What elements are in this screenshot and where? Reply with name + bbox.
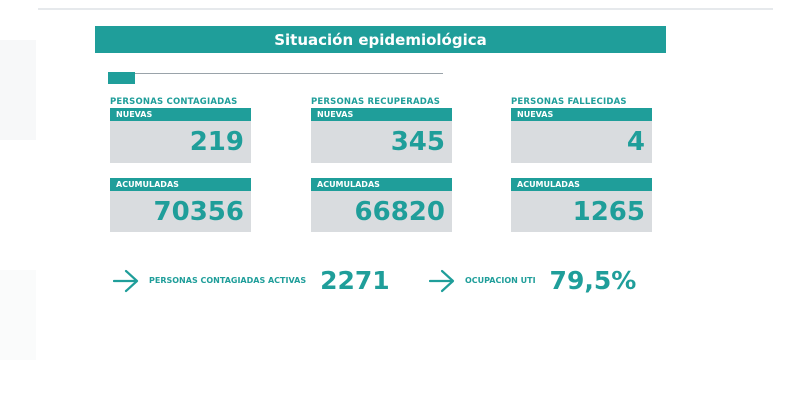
section-title-bar: Situación epidemiológica bbox=[95, 26, 666, 53]
card-label: NUEVAS bbox=[511, 108, 652, 121]
activas-value: 2271 bbox=[320, 266, 390, 295]
card-value: 66820 bbox=[311, 191, 452, 232]
section-title: Situación epidemiológica bbox=[274, 30, 487, 49]
group-recuperadas: PERSONAS RECUPERADAS NUEVAS 345 ACUMULAD… bbox=[311, 97, 452, 247]
card-acumuladas: ACUMULADAS 66820 bbox=[311, 178, 452, 232]
card-label: NUEVAS bbox=[110, 108, 251, 121]
uti-value: 79,5% bbox=[549, 266, 637, 295]
card-label: ACUMULADAS bbox=[511, 178, 652, 191]
card-nuevas: NUEVAS 219 bbox=[110, 108, 251, 163]
card-value: 1265 bbox=[511, 191, 652, 232]
card-value: 219 bbox=[110, 121, 251, 163]
card-acumuladas: ACUMULADAS 70356 bbox=[110, 178, 251, 232]
accent-block bbox=[108, 72, 135, 84]
card-value: 70356 bbox=[110, 191, 251, 232]
arrow-right-icon bbox=[113, 269, 139, 292]
background-panel-lower bbox=[0, 270, 36, 360]
group-fallecidas: PERSONAS FALLECIDAS NUEVAS 4 ACUMULADAS … bbox=[511, 97, 652, 247]
card-label: NUEVAS bbox=[311, 108, 452, 121]
uti-label: OCUPACION UTI bbox=[465, 276, 536, 285]
accent-divider bbox=[135, 73, 443, 74]
group-contagiadas: PERSONAS CONTAGIADAS NUEVAS 219 ACUMULAD… bbox=[110, 97, 251, 247]
card-acumuladas: ACUMULADAS 1265 bbox=[511, 178, 652, 232]
summary-activas: PERSONAS CONTAGIADAS ACTIVAS 2271 bbox=[113, 266, 390, 295]
group-title: PERSONAS RECUPERADAS bbox=[311, 97, 441, 107]
arrow-right-icon bbox=[429, 269, 455, 292]
group-title: PERSONAS CONTAGIADAS bbox=[110, 97, 238, 107]
card-value: 4 bbox=[511, 121, 652, 163]
top-divider bbox=[38, 8, 773, 10]
summary-uti: OCUPACION UTI 79,5% bbox=[429, 266, 636, 295]
card-nuevas: NUEVAS 4 bbox=[511, 108, 652, 163]
card-label: ACUMULADAS bbox=[110, 178, 251, 191]
group-title: PERSONAS FALLECIDAS bbox=[511, 97, 627, 107]
activas-label: PERSONAS CONTAGIADAS ACTIVAS bbox=[149, 276, 307, 285]
card-nuevas: NUEVAS 345 bbox=[311, 108, 452, 163]
card-value: 345 bbox=[311, 121, 452, 163]
card-label: ACUMULADAS bbox=[311, 178, 452, 191]
background-panel bbox=[0, 40, 36, 140]
